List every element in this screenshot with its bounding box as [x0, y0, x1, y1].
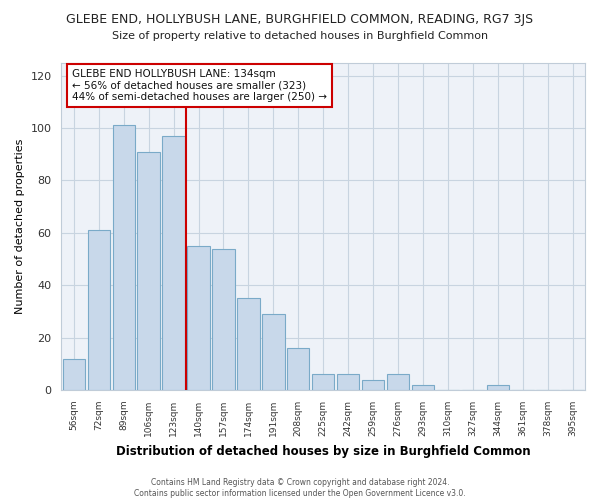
Bar: [262, 314, 284, 390]
Bar: [287, 348, 310, 390]
Y-axis label: Number of detached properties: Number of detached properties: [15, 138, 25, 314]
Bar: [312, 374, 334, 390]
Bar: [487, 385, 509, 390]
Bar: [163, 136, 185, 390]
Bar: [387, 374, 409, 390]
Bar: [237, 298, 260, 390]
Bar: [412, 385, 434, 390]
Bar: [113, 126, 135, 390]
Bar: [212, 248, 235, 390]
X-axis label: Distribution of detached houses by size in Burghfield Common: Distribution of detached houses by size …: [116, 444, 530, 458]
Text: GLEBE END, HOLLYBUSH LANE, BURGHFIELD COMMON, READING, RG7 3JS: GLEBE END, HOLLYBUSH LANE, BURGHFIELD CO…: [67, 12, 533, 26]
Text: Contains HM Land Registry data © Crown copyright and database right 2024.
Contai: Contains HM Land Registry data © Crown c…: [134, 478, 466, 498]
Bar: [88, 230, 110, 390]
Bar: [137, 152, 160, 390]
Bar: [187, 246, 210, 390]
Text: GLEBE END HOLLYBUSH LANE: 134sqm
← 56% of detached houses are smaller (323)
44% : GLEBE END HOLLYBUSH LANE: 134sqm ← 56% o…: [72, 69, 327, 102]
Bar: [62, 358, 85, 390]
Text: Size of property relative to detached houses in Burghfield Common: Size of property relative to detached ho…: [112, 31, 488, 41]
Bar: [362, 380, 384, 390]
Bar: [337, 374, 359, 390]
